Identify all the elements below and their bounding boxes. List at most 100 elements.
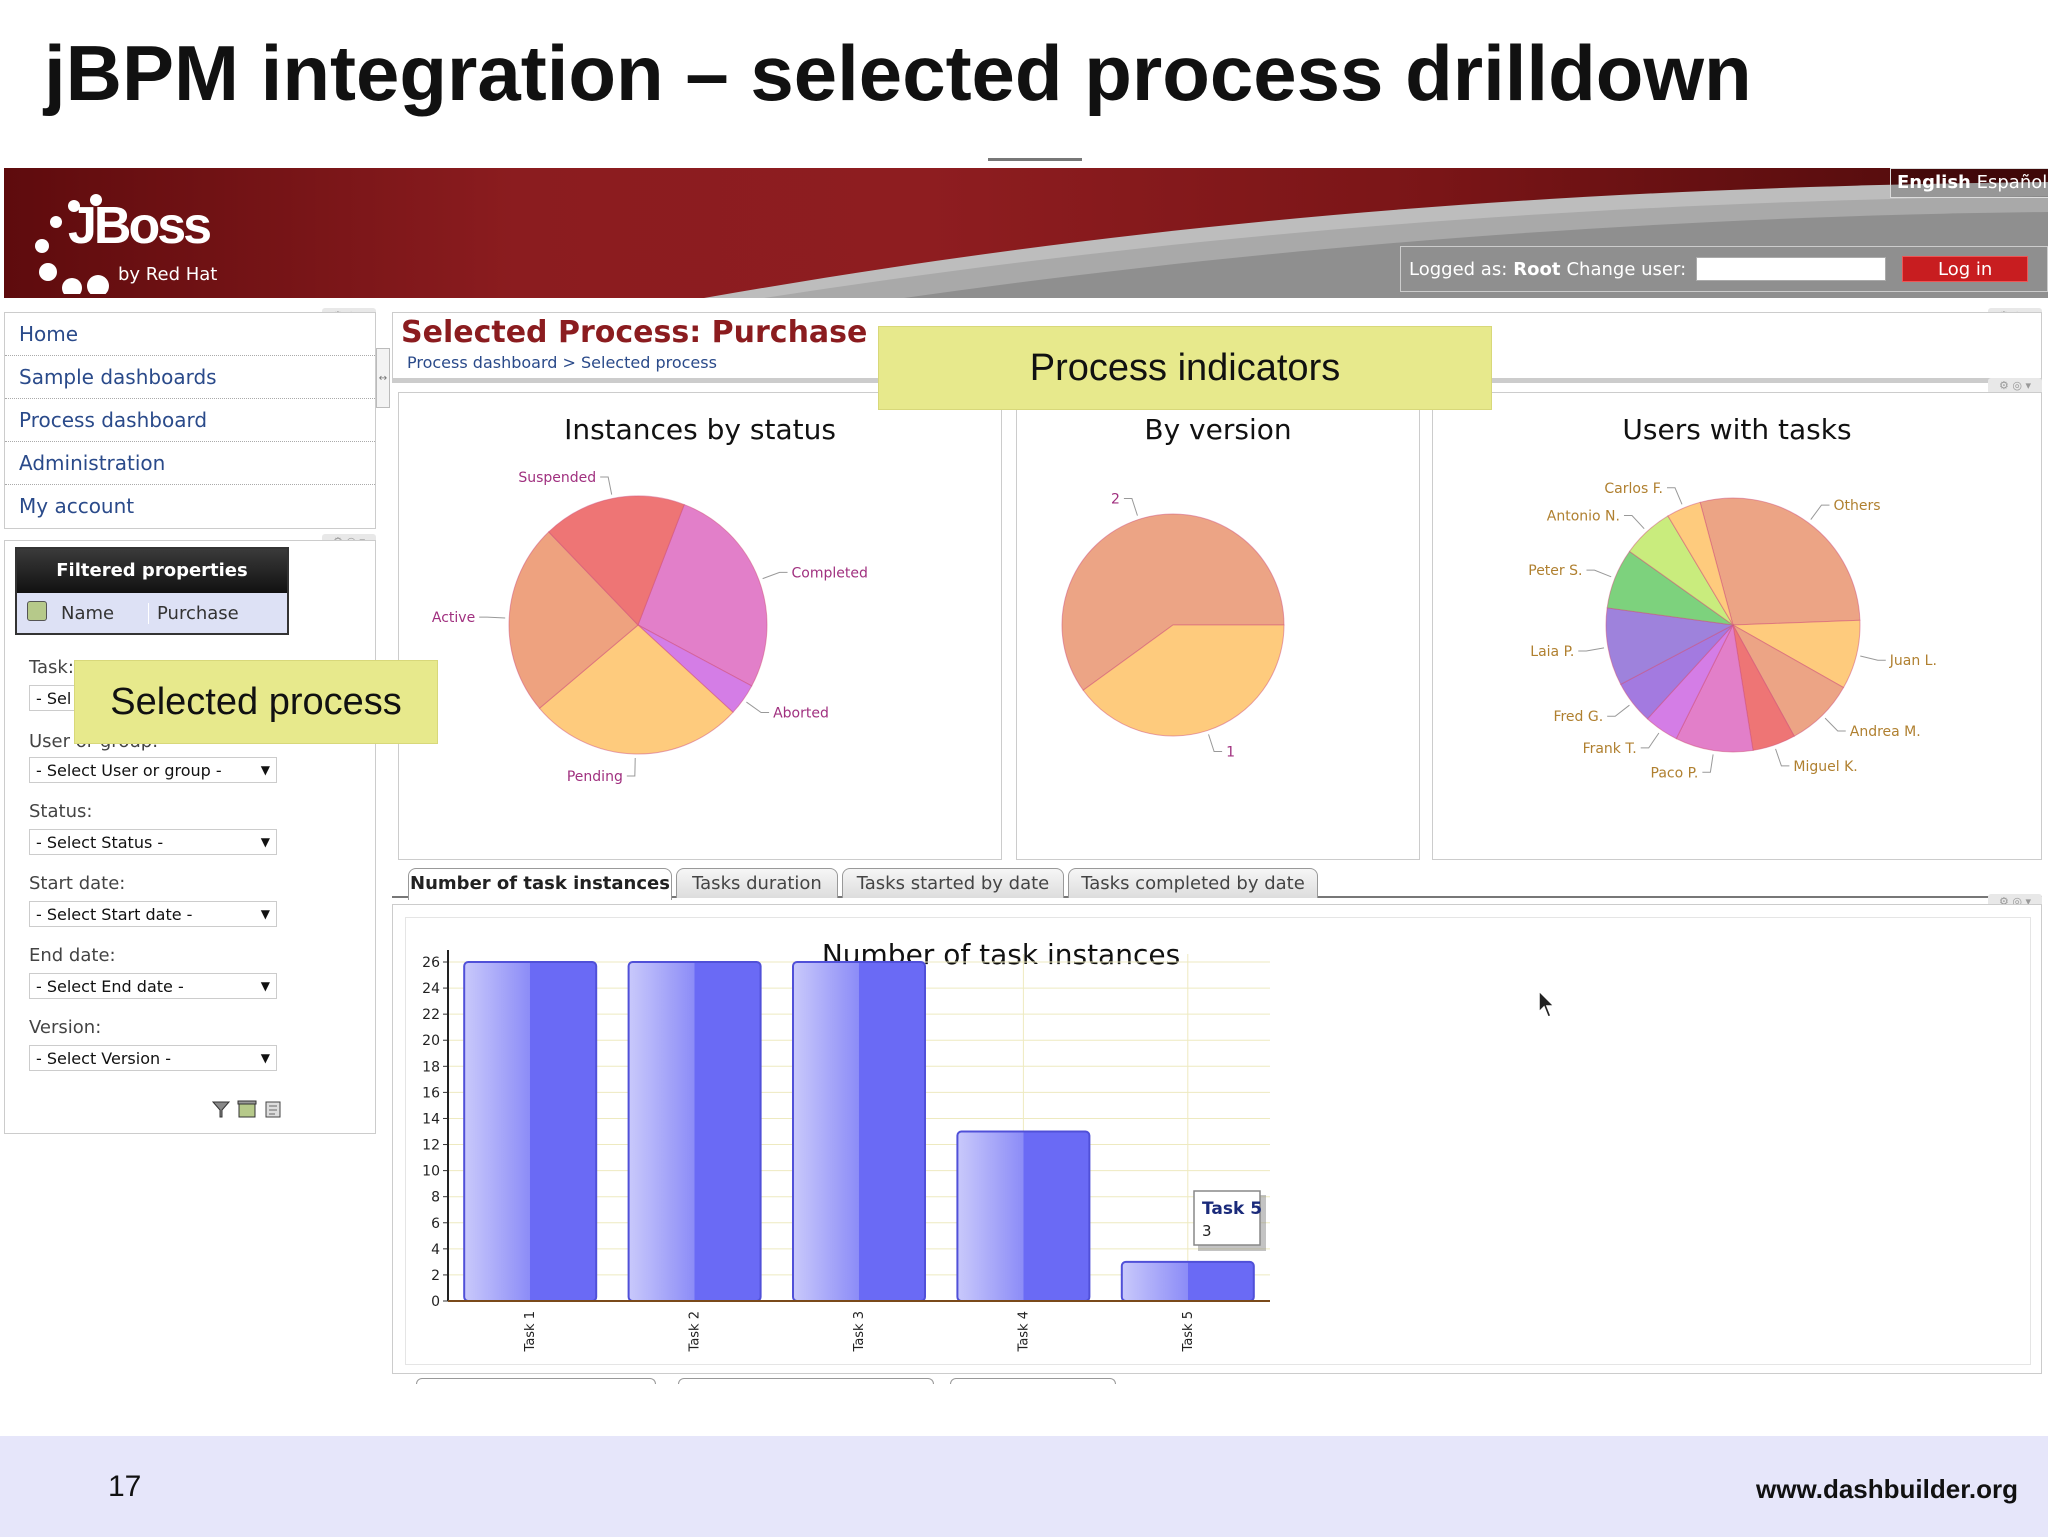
clear-filter-icon[interactable] <box>237 1099 257 1119</box>
logged-as-label: Logged as: <box>1409 258 1508 280</box>
x-tick-label: Task 4 <box>1016 1311 1031 1352</box>
chart-title: Instances by status <box>564 413 836 446</box>
filter-name-cell: Name <box>57 602 149 624</box>
y-tick-label: 6 <box>431 1216 440 1232</box>
bar-task-4[interactable] <box>956 1130 1091 1302</box>
pie-slice-completed[interactable] <box>637 503 768 687</box>
language-switcher: English Español <box>1890 168 2048 198</box>
pie-label: 1 <box>1226 744 1235 760</box>
pie-label: Miguel K. <box>1793 759 1857 775</box>
pie-label: 2 <box>1111 492 1120 508</box>
chart-tabs: Number of task instances Tasks duration … <box>392 868 2042 900</box>
user-group-select[interactable]: - Select User or group - ▼ <box>29 757 277 783</box>
pie-slice-others[interactable] <box>1699 497 1861 626</box>
tab-number-of-task-instances[interactable]: Number of task instances <box>408 868 672 900</box>
y-tick-label: 20 <box>422 1033 440 1049</box>
pie-label-connector <box>479 616 506 619</box>
mouse-cursor-icon <box>1538 990 1556 1018</box>
pie-slice-1[interactable] <box>1082 624 1285 737</box>
version-label: Version: <box>29 1017 102 1038</box>
pie-label-connector <box>762 571 788 580</box>
pie-label-connector <box>1623 514 1645 530</box>
version-select[interactable]: - Select Version - ▼ <box>29 1045 277 1071</box>
charts-panel-controls-icon[interactable]: ⚙ ◎ ▾ <box>1988 378 2042 394</box>
users-with-tasks-pie: Others Juan L. Andrea M. Miguel K. Paco P. Fr… <box>1528 481 1937 782</box>
status-select[interactable]: - Select Status - ▼ <box>29 829 277 855</box>
by-version-pie: 21 <box>1061 492 1285 760</box>
pie-label-connector <box>1666 487 1683 505</box>
task-label: Task: <box>29 657 74 678</box>
filtered-properties-table: Filtered properties Name Purchase <box>15 547 289 635</box>
change-user-input[interactable] <box>1696 257 1887 281</box>
y-tick-label: 10 <box>422 1164 440 1180</box>
nav-item-home[interactable]: Home <box>5 313 375 356</box>
tab-tasks-completed-by-date[interactable]: Tasks completed by date <box>1068 868 1318 898</box>
pie-label: Laia P. <box>1530 644 1574 660</box>
tab-tasks-started-by-date[interactable]: Tasks started by date <box>842 868 1064 898</box>
tab-strip-remnant <box>416 1378 1116 1384</box>
end-date-select[interactable]: - Select End date - ▼ <box>29 973 277 999</box>
page-title: Selected Process: Purchase <box>401 315 868 350</box>
pie-label-connector <box>1640 732 1660 749</box>
pie-label: Frank T. <box>1583 741 1637 757</box>
status-label: Status: <box>29 801 93 822</box>
pie-label: Antonio N. <box>1547 508 1620 524</box>
pie-label-connector <box>1586 569 1612 578</box>
delete-filter-icon[interactable] <box>27 600 47 621</box>
tab-tasks-duration[interactable]: Tasks duration <box>676 868 838 898</box>
x-tick-label: Task 1 <box>523 1311 538 1352</box>
pie-slice-paco-p-[interactable] <box>1675 623 1754 753</box>
website-url: www.dashbuilder.org <box>1756 1474 2018 1504</box>
y-tick-label: 2 <box>431 1268 440 1284</box>
lang-english-link[interactable]: English <box>1897 172 1971 193</box>
pie-slice-2[interactable] <box>1061 513 1285 691</box>
filter-icon[interactable] <box>211 1099 231 1119</box>
tooltip-value: 3 <box>1202 1222 1212 1240</box>
filter-row: Name Purchase <box>17 593 287 633</box>
page-number: 17 <box>108 1470 142 1503</box>
pie-label: Paco P. <box>1651 765 1699 781</box>
pie-slice-carlos-f-[interactable] <box>1667 501 1734 626</box>
refresh-icon[interactable] <box>263 1099 283 1119</box>
start-date-select[interactable]: - Select Start date - ▼ <box>29 901 277 927</box>
y-tick-label: 22 <box>422 1007 440 1023</box>
pie-label-connector <box>1775 748 1790 767</box>
chart-title: Users with tasks <box>1622 413 1852 446</box>
y-tick-label: 26 <box>422 955 440 971</box>
start-date-label: Start date: <box>29 873 126 894</box>
bar-task-2[interactable] <box>627 961 762 1302</box>
pie-label-connector <box>626 757 636 777</box>
login-button[interactable]: Log in <box>1902 256 2029 282</box>
pie-label: Juan L. <box>1889 653 1937 669</box>
nav-item-administration[interactable]: Administration <box>5 442 375 485</box>
breadcrumb[interactable]: Process dashboard > Selected process <box>407 353 717 372</box>
lang-spanish-link[interactable]: Español <box>1976 172 2048 193</box>
pie-label: Suspended <box>518 470 596 486</box>
pie-slice-laia-p-[interactable] <box>1605 607 1735 686</box>
bar-task-5[interactable] <box>1120 1260 1255 1302</box>
change-user-label: Change user: <box>1566 258 1687 280</box>
bar-task-1[interactable] <box>463 961 598 1302</box>
y-tick-label: 12 <box>422 1138 440 1154</box>
pie-slice-pending[interactable] <box>538 624 734 755</box>
pie-label: Active <box>432 610 475 626</box>
pie-label-connector <box>1810 504 1830 520</box>
x-tick-label: Task 5 <box>1181 1311 1196 1352</box>
slide-title: jBPM integration – selected process dril… <box>44 29 1752 117</box>
instances-by-status-panel: Instances by status Completed Aborted Pend… <box>398 392 1002 860</box>
nav-item-my-account[interactable]: My account <box>19 494 135 518</box>
nav-item-process-dashboard[interactable]: Process dashboard <box>5 399 375 442</box>
pie-label-connector <box>1208 734 1223 752</box>
pie-label-connector <box>1578 647 1605 652</box>
x-tick-label: Task 2 <box>688 1311 703 1352</box>
pie-label-connector <box>600 476 613 495</box>
logged-user: Root <box>1513 258 1561 280</box>
y-tick-label: 4 <box>431 1242 440 1258</box>
sidebar-collapse-handle[interactable]: ↔ <box>376 348 390 408</box>
nav-item-sample-dashboards[interactable]: Sample dashboards <box>5 356 375 399</box>
pie-slice-suspended[interactable] <box>548 495 685 626</box>
bar-task-3[interactable] <box>792 961 926 1302</box>
pie-label-connector <box>746 701 770 713</box>
pie-slice-active[interactable] <box>508 531 639 709</box>
